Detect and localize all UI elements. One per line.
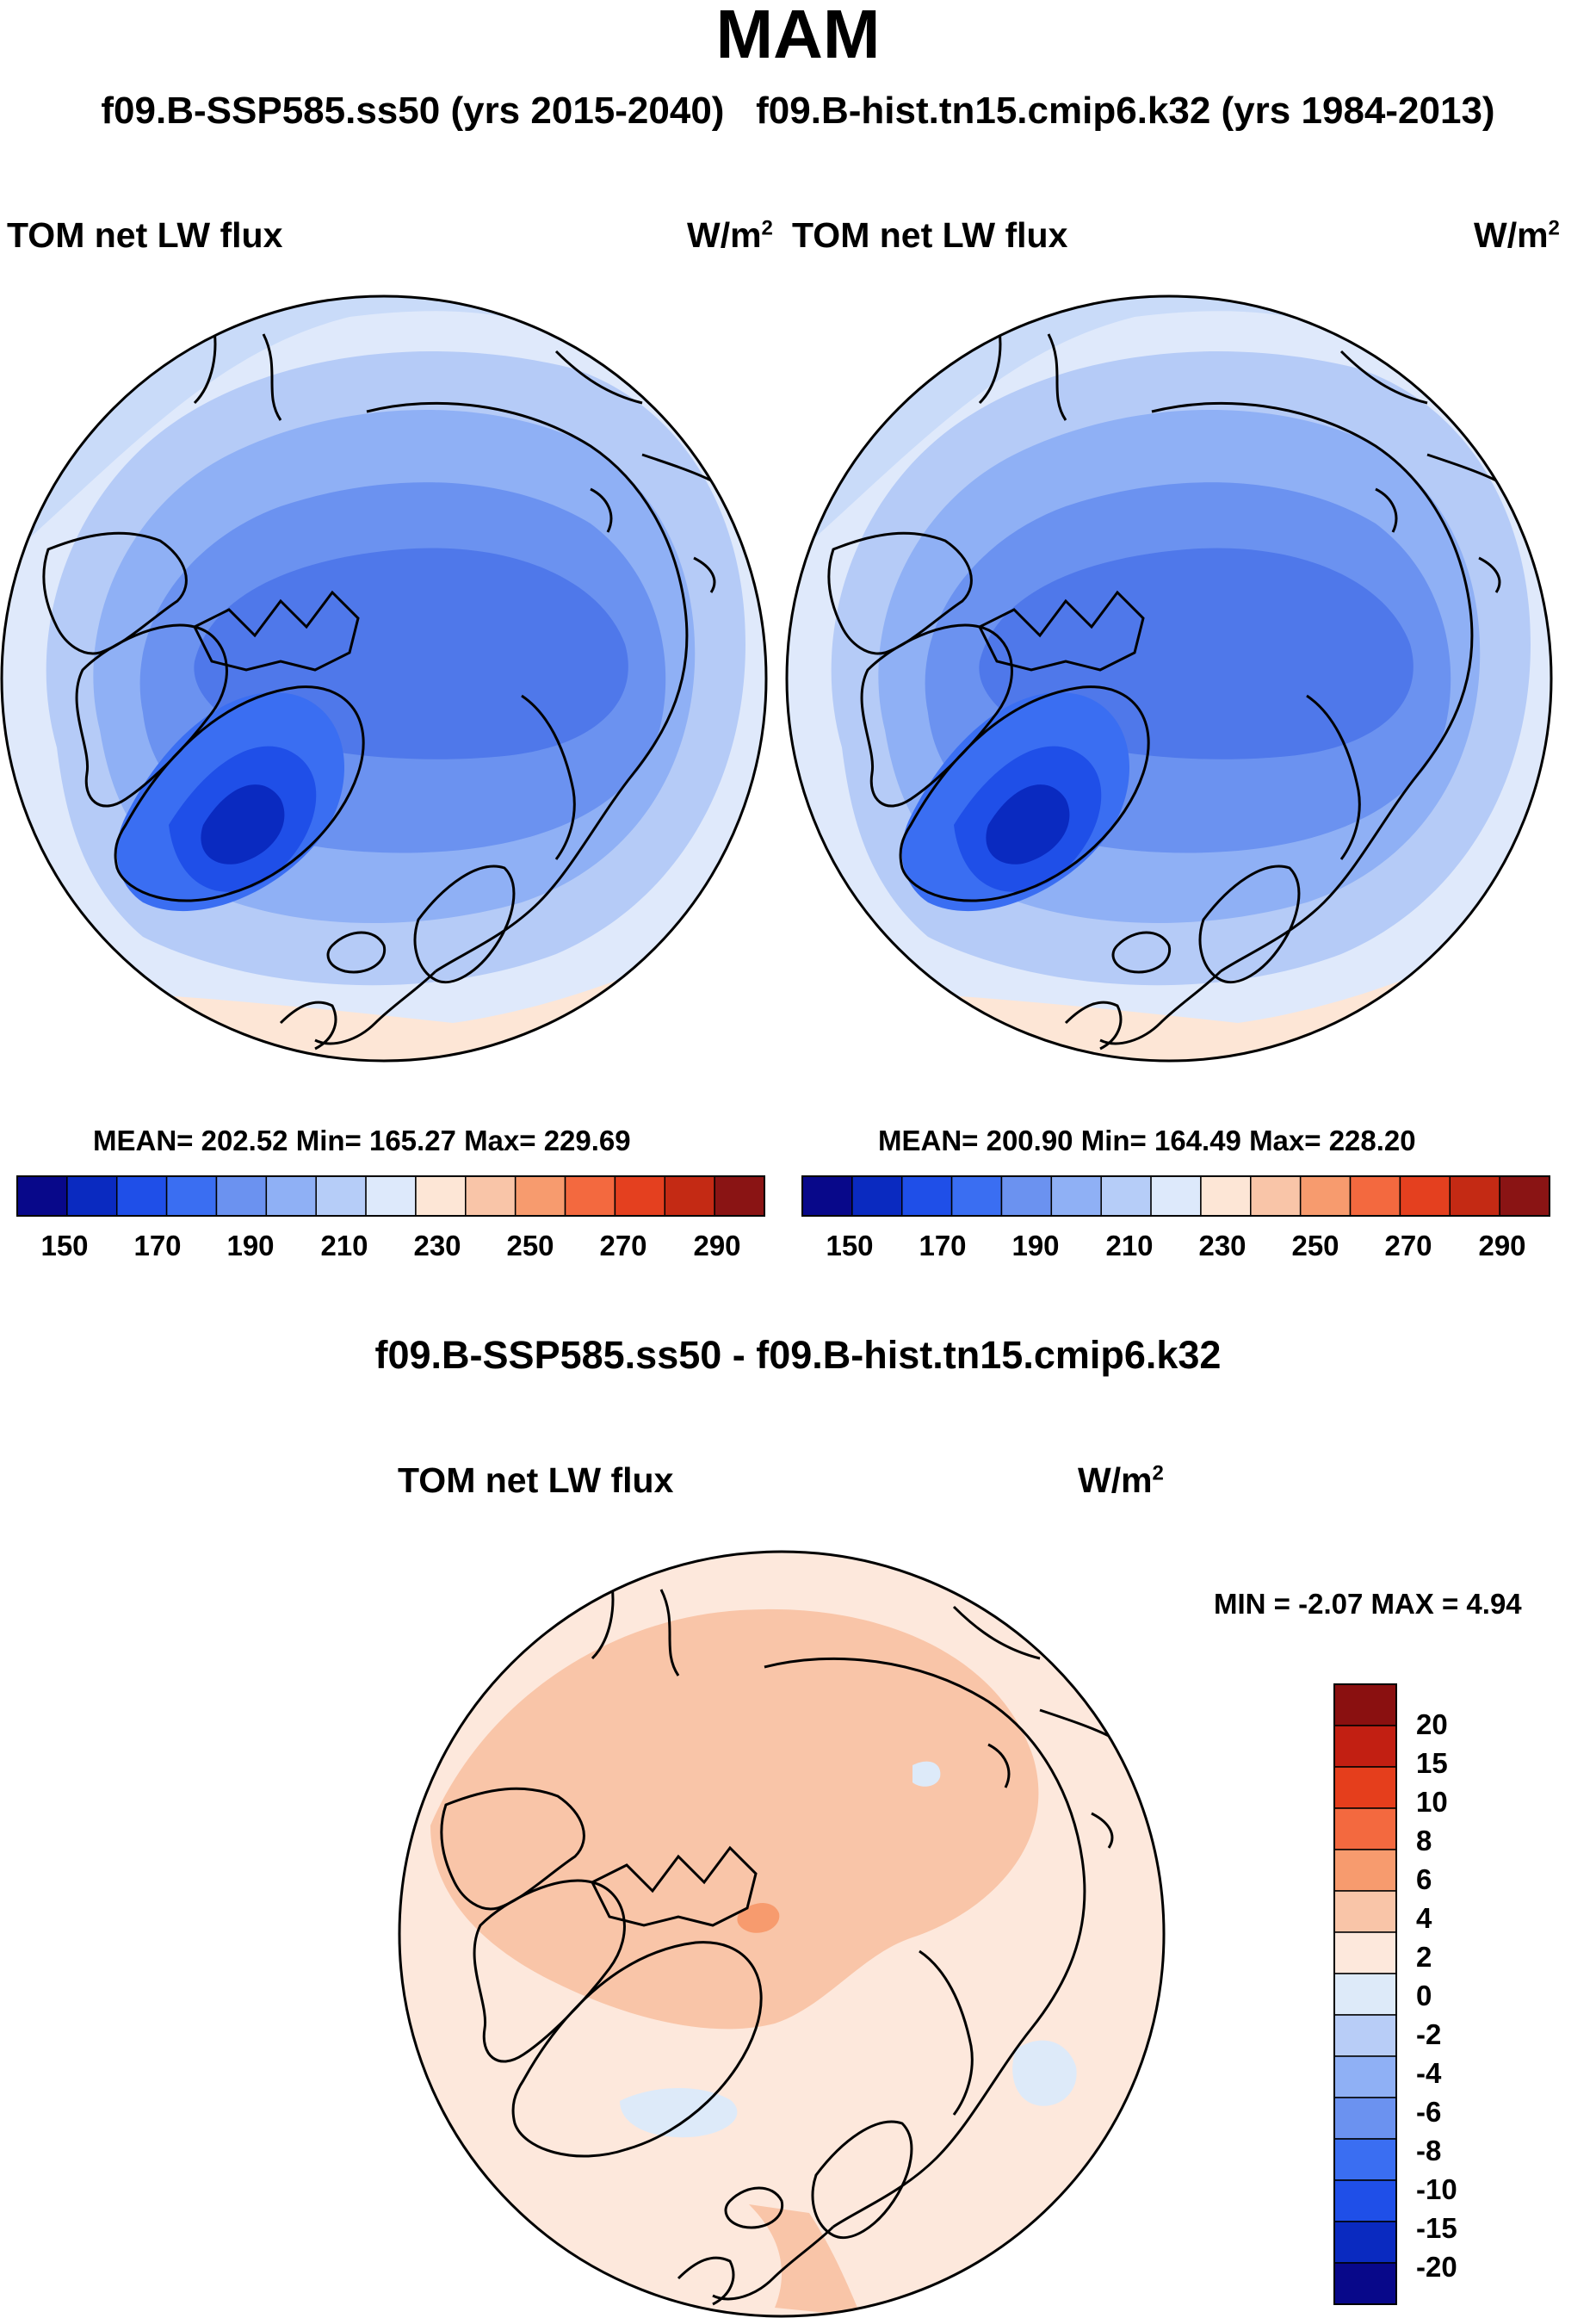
cbar1-tick: 170 [133, 1230, 182, 1261]
cbar3-tick: -4 [1416, 2057, 1442, 2089]
cbar2-tick: 250 [1291, 1230, 1339, 1261]
colorbar-swatch [315, 1175, 367, 1217]
colorbar-swatch [1333, 2179, 1397, 2222]
colorbar-swatch [1333, 2221, 1397, 2264]
cbar1-tick: 290 [693, 1230, 741, 1261]
cbar3-tick: -2 [1416, 2018, 1442, 2050]
colorbar-panel2 [801, 1175, 1550, 1217]
diff-variable: TOM net LW flux [398, 1460, 674, 1500]
colorbar-swatch [614, 1175, 666, 1217]
colorbar-swatch [1333, 1766, 1397, 1809]
subtitle-right: f09.B-hist.tn15.cmip6.k32 (yrs 1984-2013… [756, 90, 1495, 132]
colorbar-swatch [1250, 1175, 1302, 1217]
panel1-units: W/m2 [687, 215, 773, 255]
colorbar-swatch [415, 1175, 467, 1217]
colorbar-swatch [215, 1175, 268, 1217]
diff-minmax: MIN = -2.07 MAX = 4.94 [1214, 1588, 1522, 1620]
panel1-stats: MEAN= 202.52 Min= 165.27 Max= 229.69 [93, 1125, 631, 1156]
cbar3-tick: -6 [1416, 2096, 1442, 2128]
colorbar-swatch [1333, 1725, 1397, 1768]
colorbar-swatch [514, 1175, 566, 1217]
colorbar-swatch [801, 1175, 853, 1217]
map-ssp585 [0, 294, 768, 1063]
colorbar-swatch [1333, 1931, 1397, 1974]
colorbar-swatch [1200, 1175, 1252, 1217]
cbar1-tick: 190 [226, 1230, 275, 1261]
colorbar-swatch [1000, 1175, 1053, 1217]
cbar2-tick: 210 [1105, 1230, 1154, 1261]
diff-units: W/m2 [1078, 1460, 1164, 1500]
colorbar-panel1 [16, 1175, 765, 1217]
main-title: MAM [715, 0, 881, 72]
colorbar-swatch [851, 1175, 903, 1217]
colorbar-difference [1333, 1683, 1397, 2305]
colorbar-swatch [1333, 2014, 1397, 2057]
cbar2-tick: 170 [919, 1230, 967, 1261]
diff-title: f09.B-SSP585.ss50 - f09.B-hist.tn15.cmip… [374, 1333, 1222, 1377]
cbar3-tick: 4 [1416, 1902, 1432, 1934]
colorbar-swatch [365, 1175, 417, 1217]
cbar3-tick: 8 [1416, 1825, 1432, 1856]
panel1-variable: TOM net LW flux [7, 215, 283, 255]
colorbar-swatch [1399, 1175, 1451, 1217]
cbar1-tick: 250 [506, 1230, 554, 1261]
colorbar-swatch [1299, 1175, 1352, 1217]
colorbar-swatch [16, 1175, 68, 1217]
cbar2-tick: 150 [826, 1230, 874, 1261]
cbar3-tick: 20 [1416, 1708, 1448, 1740]
cbar1-tick: 210 [320, 1230, 368, 1261]
cbar3-tick: 6 [1416, 1863, 1432, 1895]
cbar2-tick: 230 [1198, 1230, 1246, 1261]
colorbar-swatch [1333, 1683, 1397, 1726]
subtitle-row: f09.B-SSP585.ss50 (yrs 2015-2040) f09.B-… [0, 90, 1596, 133]
colorbar-swatch [1349, 1175, 1401, 1217]
colorbar-swatch [1333, 1973, 1397, 2016]
subtitle-left: f09.B-SSP585.ss50 (yrs 2015-2040) [101, 90, 725, 132]
colorbar-swatch [1100, 1175, 1152, 1217]
cbar2-tick: 190 [1011, 1230, 1060, 1261]
colorbar-swatch [950, 1175, 1003, 1217]
cbar3-tick: -15 [1416, 2212, 1457, 2244]
colorbar-swatch [1333, 1849, 1397, 1892]
cbar2-tick: 270 [1384, 1230, 1432, 1261]
cbar3-tick: -8 [1416, 2135, 1442, 2166]
colorbar-swatch [1333, 2097, 1397, 2140]
colorbar-swatch [1449, 1175, 1500, 1217]
cbar3-tick: 10 [1416, 1786, 1448, 1818]
panel2-units: W/m2 [1474, 215, 1560, 255]
colorbar-swatch [714, 1175, 765, 1217]
colorbar-swatch [66, 1175, 118, 1217]
map-hist [785, 294, 1553, 1063]
cbar2-tick: 290 [1478, 1230, 1526, 1261]
cbar3-tick: -10 [1416, 2173, 1457, 2205]
colorbar-swatch [900, 1175, 953, 1217]
colorbar-swatch [1333, 1890, 1397, 1933]
colorbar-swatch [664, 1175, 715, 1217]
panel2-stats: MEAN= 200.90 Min= 164.49 Max= 228.20 [878, 1125, 1416, 1156]
cbar1-tick: 150 [40, 1230, 89, 1261]
colorbar-swatch [1050, 1175, 1102, 1217]
cbar3-tick: 0 [1416, 1980, 1432, 2011]
colorbar-swatch [1333, 2055, 1397, 2098]
panel2-variable: TOM net LW flux [792, 215, 1068, 255]
colorbar-swatch [564, 1175, 616, 1217]
colorbar-swatch [1499, 1175, 1550, 1217]
cbar1-tick: 230 [413, 1230, 461, 1261]
colorbar-swatch [115, 1175, 168, 1217]
cbar3-tick: 2 [1416, 1941, 1432, 1973]
colorbar-swatch [1333, 2138, 1397, 2181]
colorbar-swatch [1333, 1807, 1397, 1850]
colorbar-swatch [465, 1175, 517, 1217]
cbar3-tick: 15 [1416, 1747, 1448, 1779]
colorbar-swatch [265, 1175, 317, 1217]
cbar3-tick: -20 [1416, 2251, 1457, 2283]
cbar1-tick: 270 [599, 1230, 647, 1261]
colorbar-swatch [1150, 1175, 1202, 1217]
map-difference [398, 1550, 1166, 2318]
colorbar-swatch [165, 1175, 218, 1217]
colorbar-swatch [1333, 2262, 1397, 2305]
